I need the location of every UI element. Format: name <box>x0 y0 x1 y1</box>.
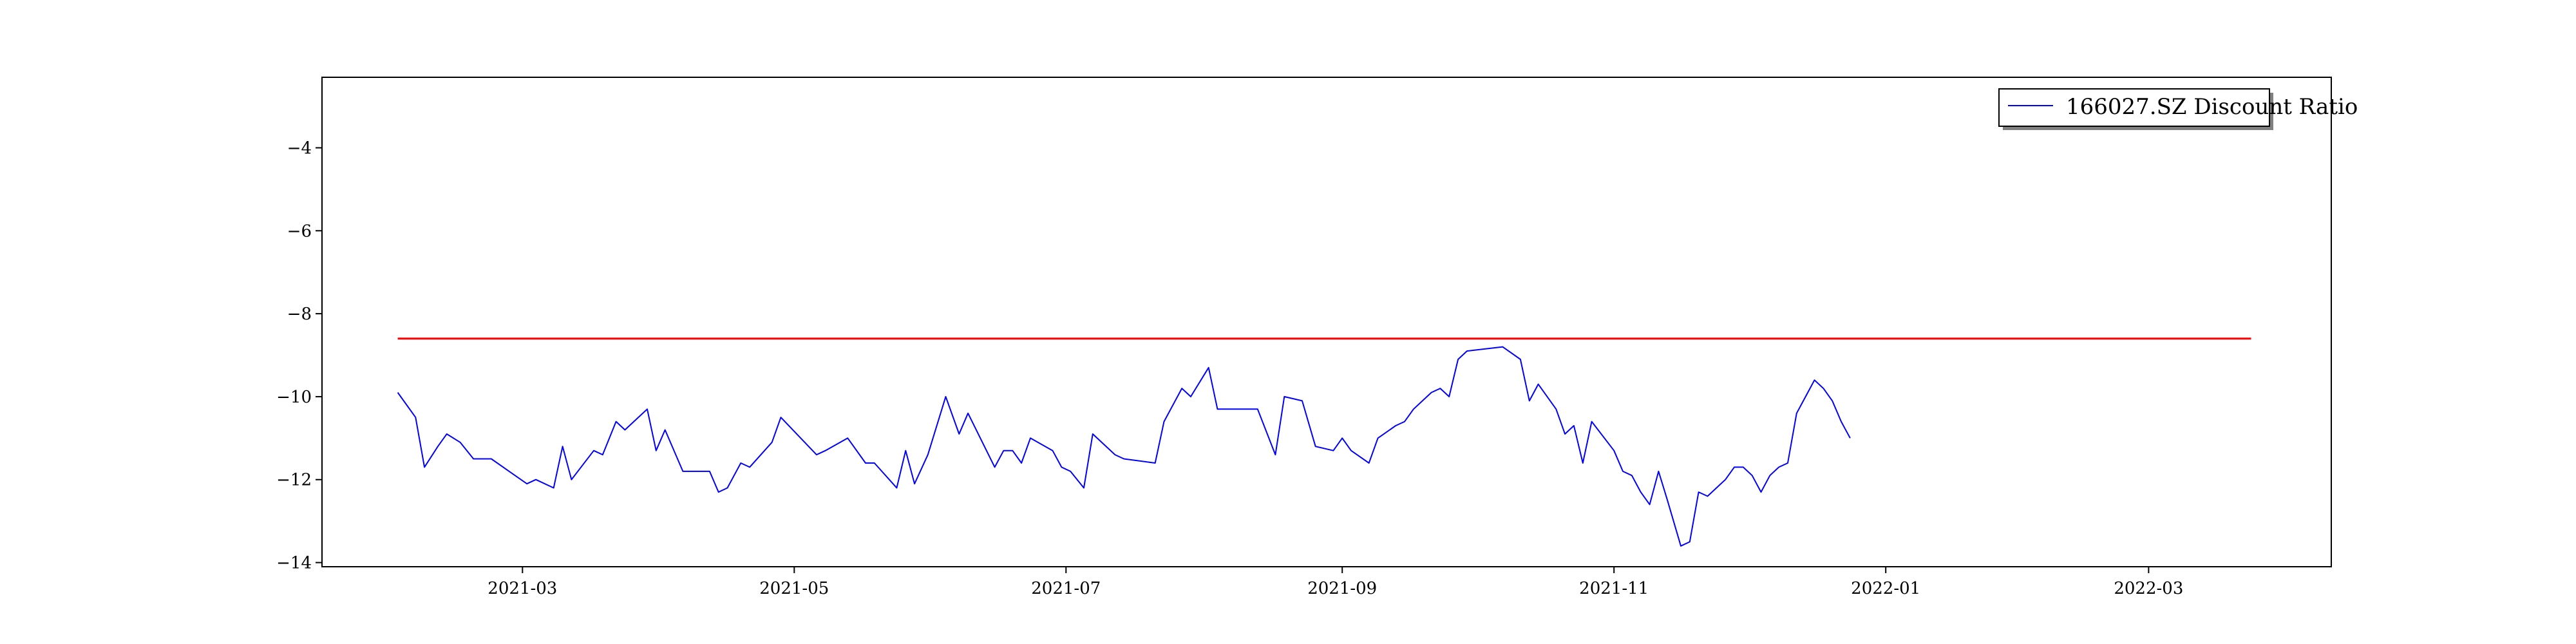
series-line-discount-ratio <box>397 346 1851 547</box>
y-tick-label: −6 <box>287 222 312 241</box>
x-tick-label: 2021-03 <box>488 579 557 598</box>
y-tick-label: −10 <box>276 388 312 407</box>
legend-label: 166027.SZ Discount Ratio <box>2066 94 2358 120</box>
x-tick-label: 2021-07 <box>1031 579 1101 598</box>
x-axis: 2021-03 2021-05 2021-07 2021-09 2021-11 2022-… <box>488 567 2183 598</box>
x-tick-label: 2021-11 <box>1579 579 1649 598</box>
x-tick-label: 2022-01 <box>1851 579 1920 598</box>
plot-area <box>321 77 2332 567</box>
series-layer <box>397 337 2251 547</box>
x-tick-label: 2021-09 <box>1307 579 1377 598</box>
y-tick-label: −14 <box>276 554 312 573</box>
y-tick-label: −8 <box>287 305 312 324</box>
x-tick-label: 2022-03 <box>2114 579 2183 598</box>
legend: 166027.SZ Discount Ratio <box>1998 88 2358 130</box>
x-tick-label: 2021-05 <box>759 579 829 598</box>
y-axis: −14 −12 −10 −8 −6 −4 <box>276 138 322 573</box>
legend-box <box>1998 88 2270 127</box>
plot-frame <box>321 77 2332 567</box>
y-tick-label: −4 <box>287 138 312 158</box>
y-tick-label: −12 <box>276 471 312 490</box>
